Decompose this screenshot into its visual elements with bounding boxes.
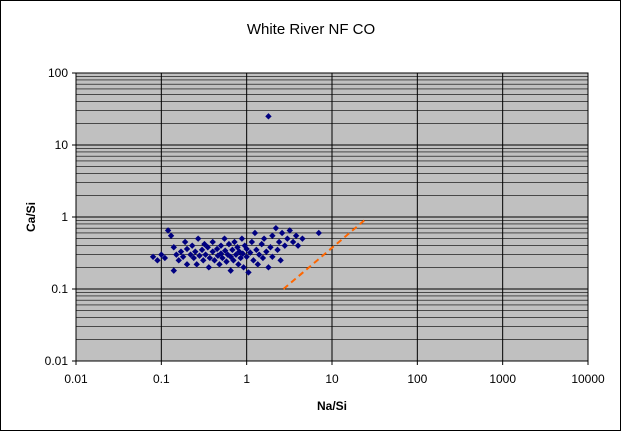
data-point xyxy=(278,229,286,237)
data-point xyxy=(209,248,216,255)
data-point xyxy=(243,245,250,253)
data-point xyxy=(250,257,257,264)
x-axis-tick-labels: 0.01 0.1 1 10 100 1000 10000 xyxy=(64,361,605,386)
x-tick-label: 10000 xyxy=(571,372,605,386)
x-tick-label: 1 xyxy=(243,372,250,386)
data-point xyxy=(227,267,234,274)
data-point xyxy=(238,235,246,242)
reference-line xyxy=(282,219,366,290)
data-point xyxy=(260,235,268,242)
data-point xyxy=(251,229,259,237)
data-point xyxy=(299,235,306,242)
data-point xyxy=(202,251,209,258)
x-tick-label: 0.01 xyxy=(64,372,88,386)
data-point xyxy=(167,232,175,239)
data-point xyxy=(158,251,165,258)
chart-title: White River NF CO xyxy=(247,21,375,38)
y-tick-label: 100 xyxy=(48,66,68,80)
data-point xyxy=(190,254,197,262)
data-point xyxy=(229,246,236,254)
data-point xyxy=(315,229,322,237)
y-tick-label: 0.01 xyxy=(45,354,69,368)
y-axis-label: Ca/Si xyxy=(24,202,38,232)
data-point xyxy=(292,232,300,239)
data-point xyxy=(209,238,216,246)
data-point xyxy=(170,244,178,251)
x-tick-label: 1000 xyxy=(489,372,516,386)
data-point xyxy=(196,252,203,259)
data-point xyxy=(221,247,229,254)
data-point xyxy=(183,245,191,253)
data-point xyxy=(205,264,213,271)
data-point xyxy=(154,257,161,264)
data-point xyxy=(243,253,250,261)
y-tick-label: 10 xyxy=(55,138,69,152)
data-point xyxy=(269,253,276,261)
data-point xyxy=(274,246,281,254)
data-point xyxy=(281,242,289,249)
data-point xyxy=(211,257,218,264)
data-point xyxy=(170,267,178,274)
data-point xyxy=(217,242,225,249)
data-point xyxy=(239,250,246,257)
data-point xyxy=(189,242,196,249)
y-tick-label: 0.1 xyxy=(51,282,68,296)
data-point xyxy=(173,251,180,258)
x-axis-label: Na/Si xyxy=(317,399,347,413)
data-point xyxy=(213,245,221,253)
data-point xyxy=(216,261,223,268)
data-point xyxy=(234,244,241,251)
data-point xyxy=(255,251,263,258)
data-point xyxy=(192,248,199,255)
data-point xyxy=(181,238,189,246)
data-point xyxy=(200,257,207,264)
data-point xyxy=(275,238,283,246)
data-point xyxy=(187,251,194,258)
data-point xyxy=(175,257,182,264)
data-point xyxy=(183,261,191,268)
reference-line-layer xyxy=(282,219,366,290)
data-point xyxy=(265,264,272,271)
data-point xyxy=(277,257,284,264)
data-point xyxy=(265,113,272,120)
data-point xyxy=(267,244,274,251)
data-point xyxy=(194,235,202,242)
x-tick-label: 100 xyxy=(407,372,427,386)
data-point xyxy=(177,248,185,255)
y-tick-label: 1 xyxy=(61,210,68,224)
data-point xyxy=(235,261,242,268)
data-point xyxy=(258,240,265,248)
data-point xyxy=(246,249,254,256)
data-point xyxy=(223,258,230,265)
data-point xyxy=(221,235,228,242)
data-point xyxy=(240,264,247,271)
data-point xyxy=(214,252,222,259)
data-point xyxy=(253,246,260,254)
data-point xyxy=(286,227,293,234)
data-point xyxy=(179,253,187,261)
data-point xyxy=(269,232,276,239)
data-point xyxy=(284,235,291,242)
data-point xyxy=(201,240,208,248)
y-axis-tick-labels: 0.01 0.1 1 10 100 xyxy=(45,66,76,368)
data-point xyxy=(225,240,233,248)
data-point xyxy=(230,257,237,264)
data-point xyxy=(245,269,252,276)
data-point xyxy=(164,227,172,234)
data-point xyxy=(272,224,280,232)
data-point xyxy=(294,242,302,249)
x-tick-label: 0.1 xyxy=(153,372,170,386)
data-point xyxy=(198,246,206,254)
data-point xyxy=(231,238,238,246)
data-point xyxy=(149,253,157,261)
data-point xyxy=(248,238,256,246)
data-point xyxy=(289,238,297,246)
data-point xyxy=(263,248,270,255)
data-point xyxy=(204,244,211,251)
data-point xyxy=(193,261,200,268)
x-tick-label: 10 xyxy=(325,372,339,386)
